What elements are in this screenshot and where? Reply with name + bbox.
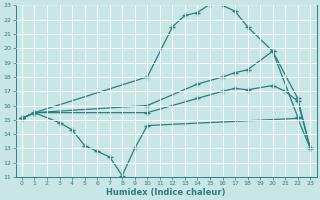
X-axis label: Humidex (Indice chaleur): Humidex (Indice chaleur) <box>106 188 226 197</box>
